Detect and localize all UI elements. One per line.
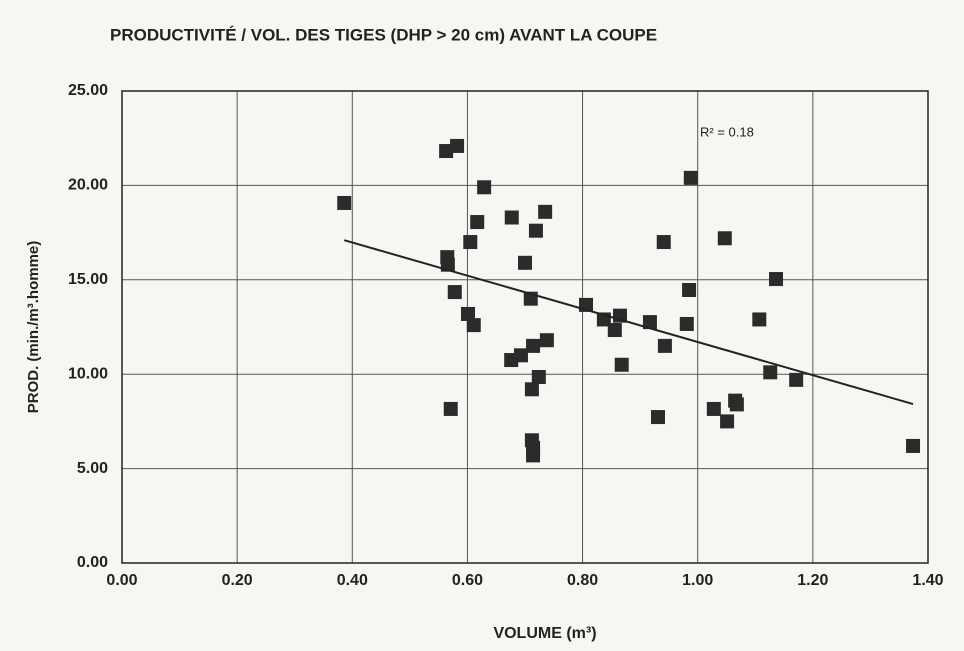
x-tick-label: 0.00 (106, 572, 137, 589)
point (524, 382, 539, 397)
point (439, 144, 454, 159)
y-tick-label: 15.00 (68, 271, 108, 288)
point (461, 306, 476, 321)
point (650, 410, 665, 425)
chart-title: PRODUCTIVITÉ / VOL. DES TIGES (DHP > 20 … (110, 25, 657, 44)
point (538, 204, 553, 219)
x-tick-label: 0.80 (567, 572, 598, 589)
point (763, 365, 778, 380)
y-tick-label: 10.00 (68, 365, 108, 382)
point (717, 231, 732, 246)
y-axis-label: PROD. (min./m³.homme) (25, 241, 42, 414)
point (729, 397, 744, 412)
point (720, 414, 735, 429)
point (450, 138, 465, 153)
x-tick-label: 0.20 (222, 572, 253, 589)
x-tick-label: 0.40 (337, 572, 368, 589)
y-tick-label: 5.00 (77, 460, 108, 477)
point (518, 255, 532, 270)
y-tick-label: 20.00 (68, 177, 108, 194)
point (679, 316, 694, 331)
point (447, 285, 462, 300)
point (656, 235, 671, 250)
y-tick-label: 25.00 (68, 82, 108, 99)
point (657, 338, 672, 353)
annotation: R² = 0.18 (700, 124, 754, 139)
point (531, 370, 546, 385)
point (513, 348, 528, 363)
plot-frame (121, 90, 929, 564)
point (443, 401, 458, 416)
point (683, 170, 698, 185)
point (539, 333, 554, 348)
point (526, 338, 541, 353)
point (752, 312, 767, 327)
x-tick-label: 0.60 (452, 572, 483, 589)
y-tick-label: 0.00 (77, 554, 108, 571)
point (614, 357, 629, 372)
point (706, 401, 721, 416)
x-tick-label: 1.00 (682, 572, 713, 589)
point (789, 372, 804, 387)
trendline (343, 239, 914, 405)
x-axis-label: VOLUME (m³) (493, 625, 596, 642)
x-tick-label: 1.40 (912, 572, 943, 589)
point (607, 323, 622, 338)
x-tick-label: 1.20 (797, 572, 828, 589)
point (466, 318, 481, 333)
point (682, 282, 697, 297)
point (470, 215, 485, 230)
point (528, 223, 543, 238)
point (337, 195, 352, 210)
point (463, 235, 478, 250)
point (769, 272, 784, 287)
point (642, 315, 657, 330)
point (526, 448, 541, 463)
point (504, 210, 519, 225)
point (477, 180, 492, 195)
point (906, 438, 921, 453)
